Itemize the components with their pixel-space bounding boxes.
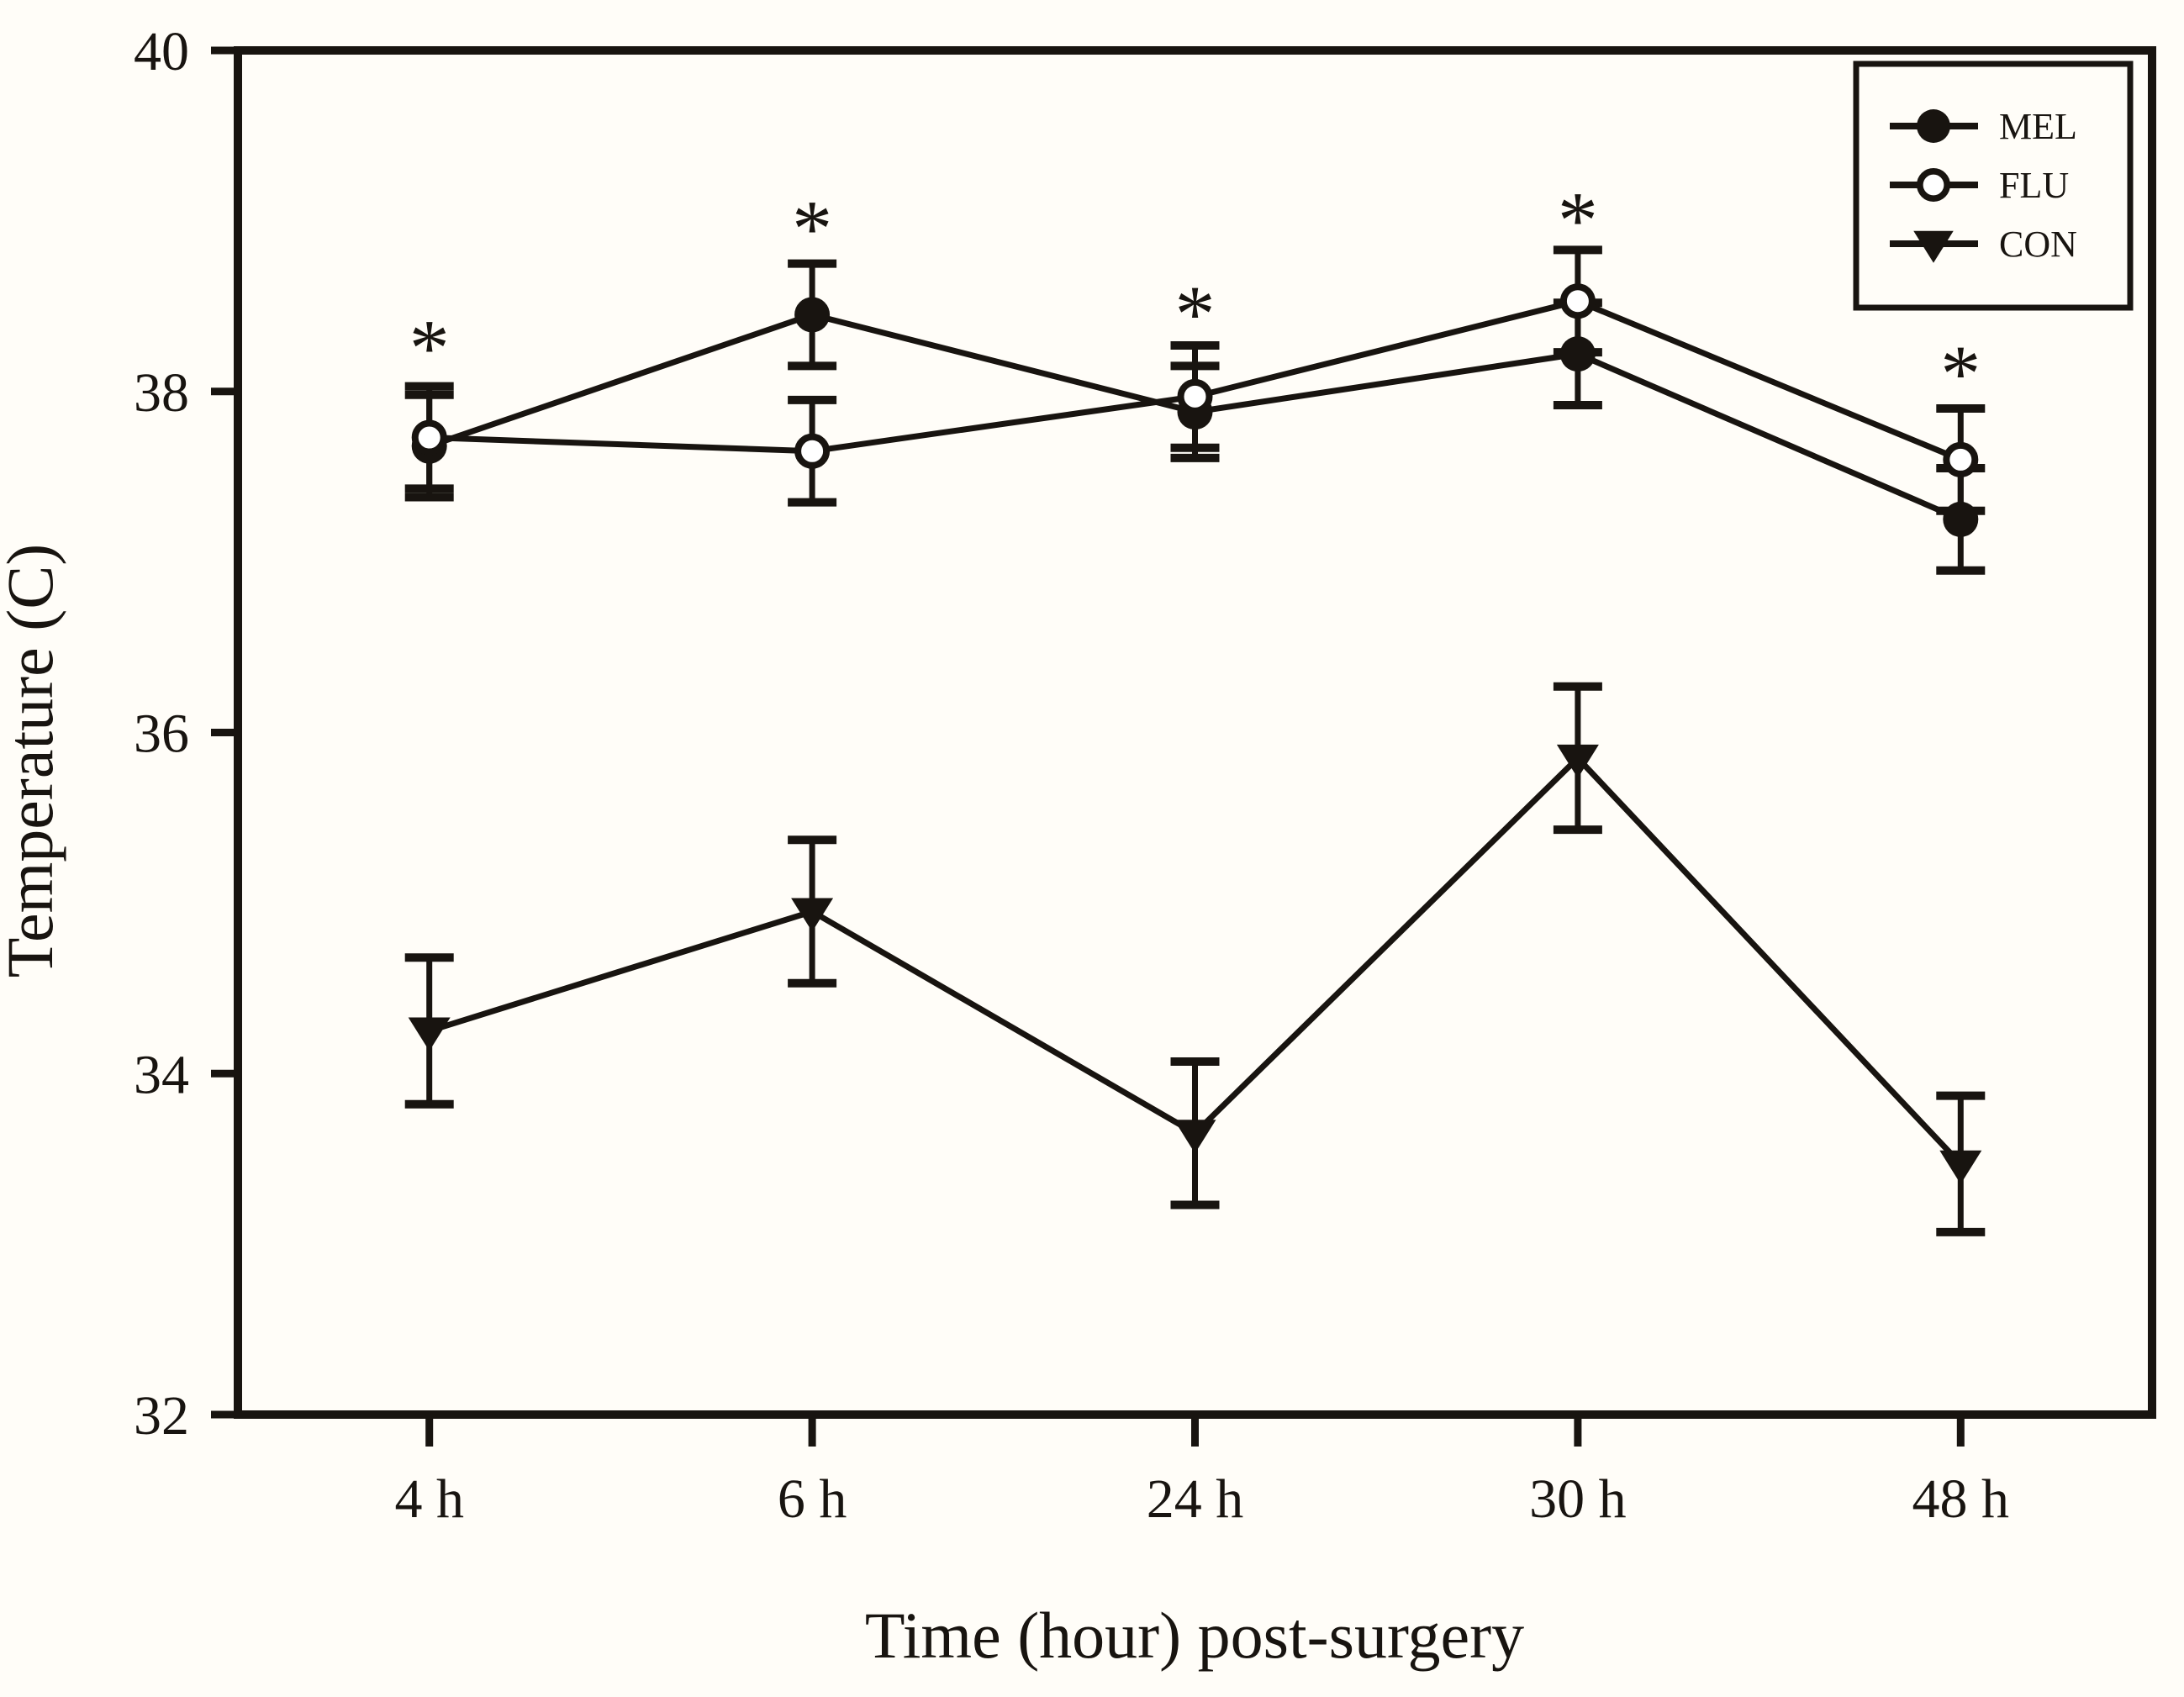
open-circle-marker bbox=[411, 419, 447, 456]
legend: MEL FLU CON bbox=[1853, 61, 2134, 311]
filled-circle-marker bbox=[1917, 109, 1950, 143]
x-tick-label: 6 h bbox=[778, 1468, 847, 1530]
legend-item-CON: CON bbox=[1890, 224, 2077, 265]
x-tick-label: 48 h bbox=[1912, 1468, 2010, 1530]
series-FLU bbox=[404, 245, 1986, 515]
y-tick-label: 38 bbox=[134, 362, 189, 424]
significance-asterisk: * bbox=[1558, 176, 1598, 266]
significance-asterisk: * bbox=[409, 303, 450, 393]
triangle-down-marker bbox=[1913, 230, 1954, 263]
triangle-down-marker bbox=[791, 898, 834, 932]
plot-content: 40 38 36 34 32 4 h 6 h 24 h 30 h 48 h * * * * * MEL FLU C… bbox=[134, 21, 2156, 1530]
x-tick-label: 4 h bbox=[394, 1468, 464, 1530]
y-tick-label: 40 bbox=[134, 21, 189, 82]
significance-asterisk: * bbox=[792, 184, 832, 274]
open-circle-marker bbox=[1917, 168, 1950, 202]
triangle-down-marker bbox=[1174, 1120, 1216, 1154]
open-circle-marker bbox=[794, 433, 831, 469]
triangle-down-marker bbox=[408, 1017, 451, 1051]
triangle-down-marker bbox=[1939, 1150, 1982, 1184]
open-circle-marker bbox=[1943, 441, 1979, 477]
legend-label: FLU bbox=[1999, 165, 2069, 206]
legend-box bbox=[1853, 61, 2134, 311]
x-axis-title: Time (hour) post-surgery bbox=[865, 1599, 1524, 1672]
significance-asterisk: * bbox=[1175, 269, 1216, 359]
legend-label: CON bbox=[1999, 224, 2077, 265]
y-tick-label: 32 bbox=[134, 1385, 189, 1447]
y-axis-title: Temperature (C) bbox=[0, 544, 66, 978]
legend-label: MEL bbox=[1999, 106, 2077, 147]
open-circle-marker bbox=[1559, 283, 1596, 319]
significance-asterisk: * bbox=[1940, 329, 1981, 419]
filled-circle-marker bbox=[794, 297, 831, 333]
legend-item-FLU: FLU bbox=[1890, 165, 2069, 206]
open-circle-marker bbox=[1177, 378, 1213, 414]
x-tick-label: 30 h bbox=[1529, 1468, 1627, 1530]
y-tick-label: 34 bbox=[134, 1044, 189, 1105]
triangle-down-marker bbox=[1556, 744, 1599, 778]
legend-item-MEL: MEL bbox=[1890, 106, 2077, 147]
x-tick-label: 24 h bbox=[1147, 1468, 1244, 1530]
series-CON bbox=[404, 682, 1986, 1236]
y-tick-label: 36 bbox=[134, 704, 189, 765]
plot-frame bbox=[234, 46, 2156, 1419]
